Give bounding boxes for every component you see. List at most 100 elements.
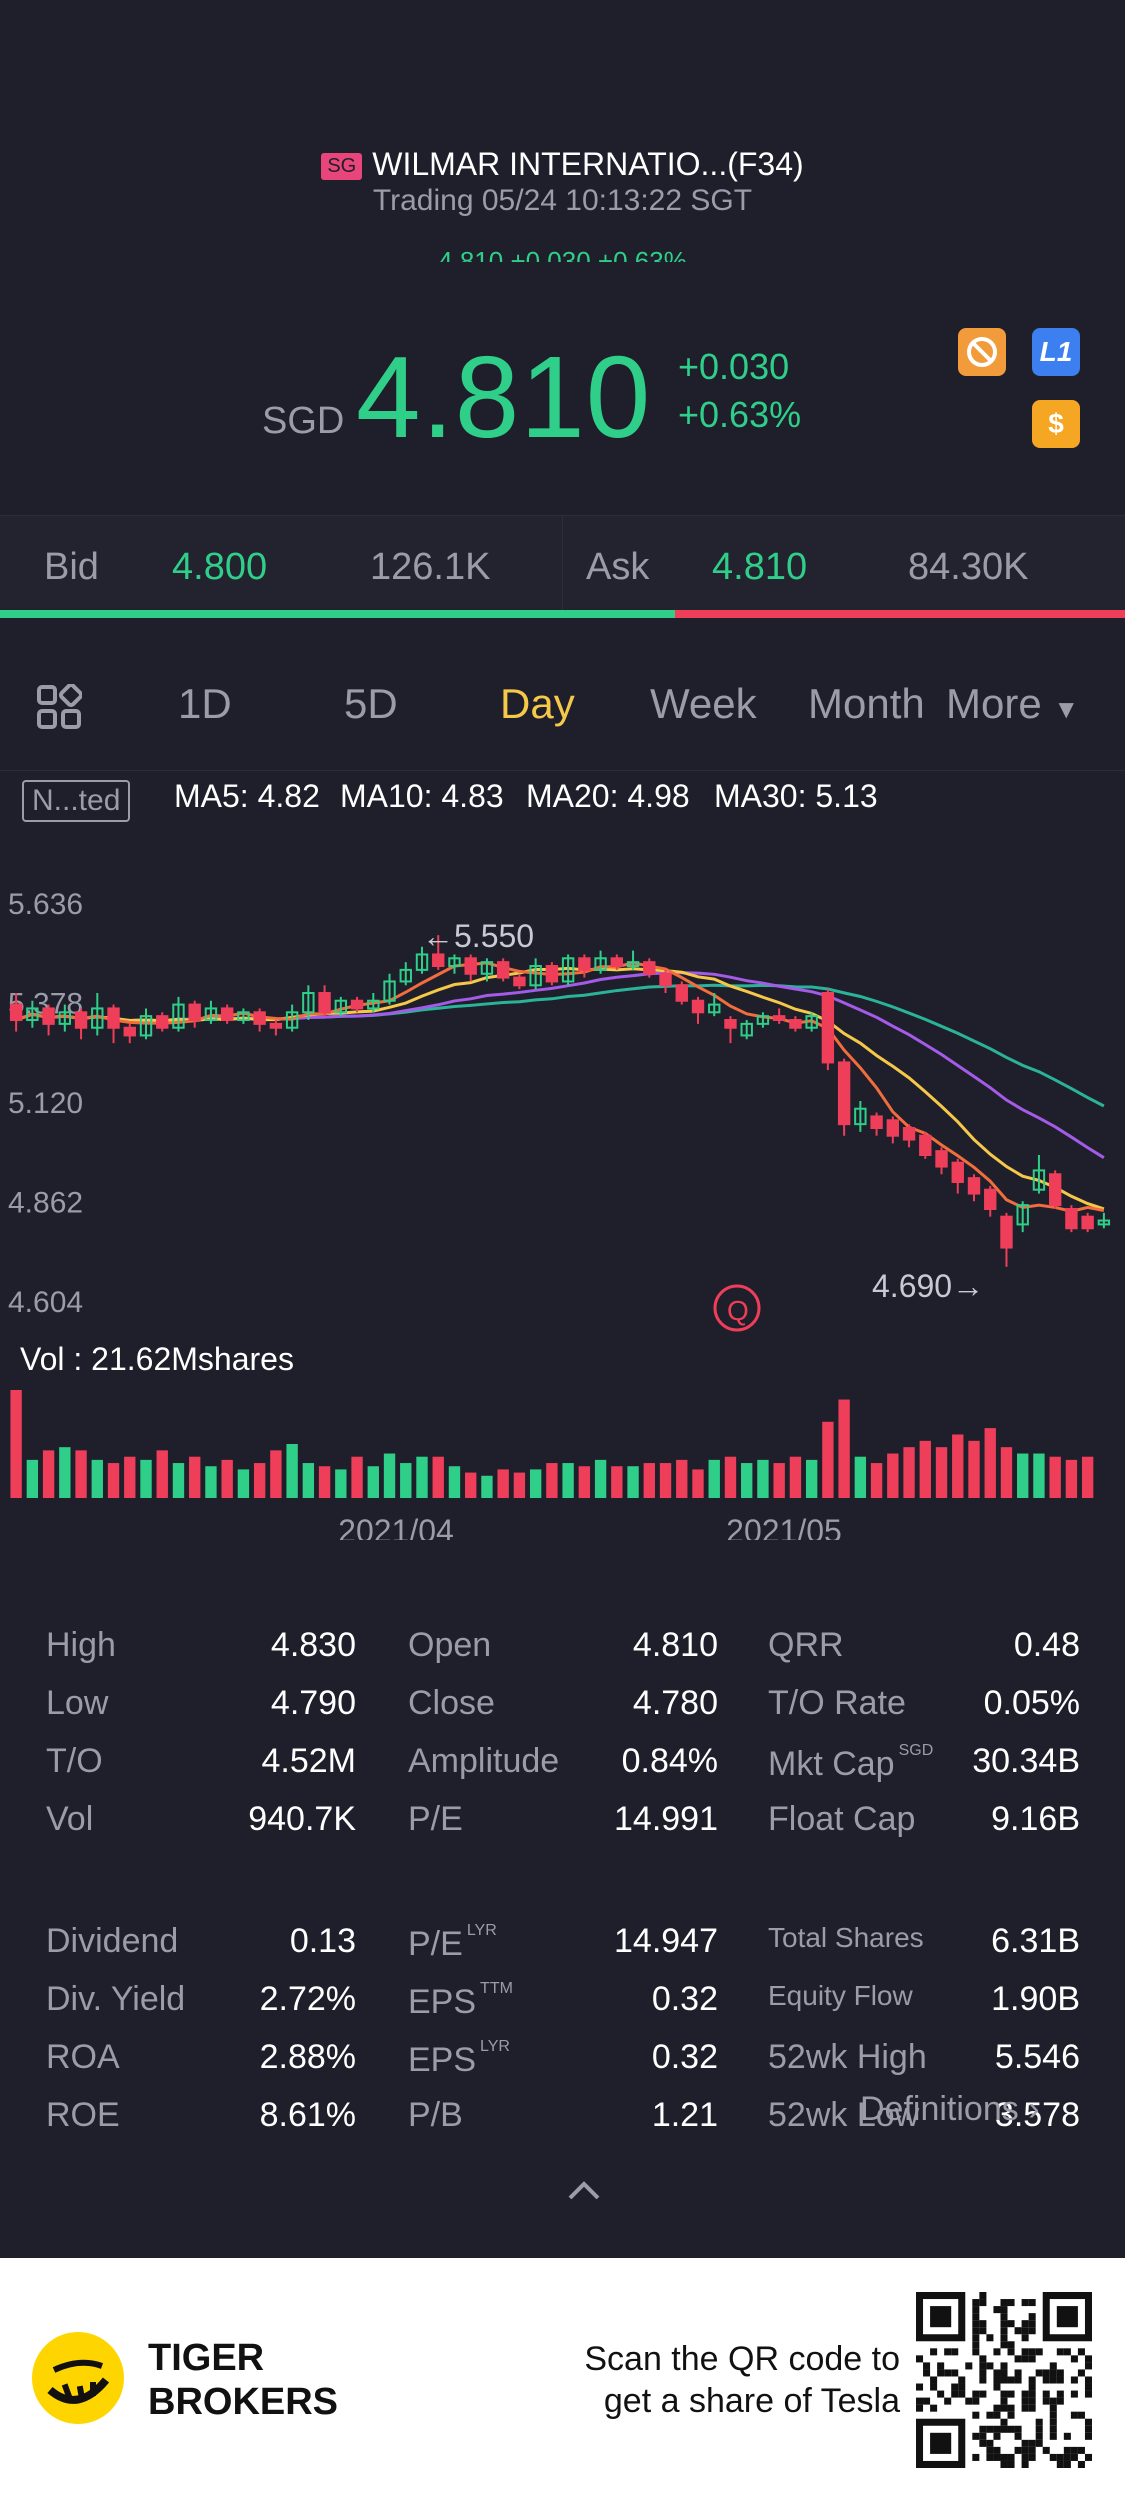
qr-module — [944, 2369, 952, 2377]
qr-module — [1000, 2334, 1008, 2342]
qr-module — [1063, 2453, 1071, 2461]
qr-module — [1014, 2369, 1022, 2377]
price-chart[interactable]: 5.6365.3785.1204.8624.604←5.5504.690→QVo… — [0, 860, 1125, 1540]
candle-body — [74, 1011, 88, 1029]
qr-module — [979, 2320, 987, 2328]
qr-module — [1028, 2313, 1036, 2321]
volume-bar — [481, 1475, 493, 1498]
stat-value: 940.7K — [248, 1800, 356, 1838]
brand-line2: BROKERS — [148, 2381, 339, 2423]
qr-module — [1021, 2460, 1029, 2468]
qr-module — [1021, 2439, 1029, 2447]
candle-body — [107, 1007, 120, 1029]
qr-module — [979, 2432, 987, 2440]
qr-module — [1021, 2453, 1029, 2461]
qr-module — [930, 2404, 938, 2412]
qr-module — [1070, 2411, 1078, 2419]
tab-month[interactable]: Month — [808, 680, 925, 727]
volume-bar — [919, 1440, 931, 1498]
stat-label: 52wk Low — [768, 2096, 920, 2134]
qr-module — [958, 2390, 966, 2398]
tab-day[interactable]: Day — [500, 680, 575, 727]
candle-body — [984, 1188, 997, 1210]
last-price: 4.810 — [356, 332, 652, 462]
qr-module — [923, 2397, 931, 2405]
tab-week[interactable]: Week — [650, 680, 757, 727]
stat-label: EPS LYR — [408, 2038, 510, 2079]
ask-label: Ask — [586, 546, 650, 588]
qr-module — [1021, 2390, 1029, 2398]
bidask-divider — [562, 516, 563, 616]
qr-module — [1000, 2362, 1008, 2370]
qr-module — [1021, 2355, 1029, 2363]
qr-module — [1028, 2376, 1036, 2384]
qr-module — [951, 2369, 959, 2377]
volume-bar — [270, 1450, 282, 1498]
volume-bar — [286, 1444, 298, 1498]
ma30-label: MA30: 5.13 — [714, 778, 878, 814]
candle-body — [594, 957, 607, 971]
indicator-tag[interactable]: N...ted — [22, 780, 131, 822]
tab-5d[interactable]: 5D — [344, 680, 398, 727]
layout-grid-icon[interactable] — [36, 682, 84, 740]
volume-bar — [627, 1466, 639, 1498]
qr-module — [986, 2362, 994, 2370]
candle-body — [935, 1150, 948, 1168]
qr-module — [1035, 2425, 1043, 2433]
qr-module — [1000, 2306, 1008, 2314]
collapse-chevron-up-icon[interactable] — [566, 2178, 602, 2207]
cta-line2: get a share of Tesla — [603, 2382, 900, 2420]
qr-module — [1084, 2362, 1092, 2370]
candle-body — [188, 1003, 201, 1022]
qr-module — [1000, 2313, 1008, 2321]
volume-bar — [107, 1463, 120, 1498]
level1-icon[interactable]: L1 — [1032, 328, 1080, 376]
candle-body — [708, 1003, 721, 1014]
candle-body — [967, 1177, 981, 1195]
candle-body — [9, 1003, 23, 1022]
qr-code[interactable] — [916, 2292, 1092, 2468]
qr-module — [1000, 2460, 1008, 2468]
candle-body — [204, 1007, 218, 1022]
qr-module — [1000, 2404, 1008, 2412]
stat-label: 52wk High — [768, 2038, 927, 2076]
qr-module — [1000, 2418, 1008, 2426]
qr-module — [1063, 2446, 1071, 2454]
qr-module — [1028, 2348, 1036, 2356]
candle-body — [156, 1015, 169, 1029]
stat-value: 5.546 — [994, 2038, 1080, 2076]
stat-label: P/E — [408, 1800, 463, 1838]
no-short-icon[interactable] — [958, 328, 1006, 376]
stat-value: 0.13 — [289, 1922, 356, 1960]
qr-module — [986, 2334, 994, 2342]
qr-module — [1070, 2390, 1078, 2398]
qr-module — [972, 2334, 980, 2342]
stat-label: Close — [408, 1684, 495, 1722]
candle-body — [610, 957, 624, 968]
dollar-icon[interactable]: $ — [1032, 400, 1080, 448]
qr-module — [1000, 2376, 1008, 2384]
qr-module — [979, 2292, 987, 2300]
candle-body — [756, 1015, 770, 1025]
stock-title[interactable]: SG WILMAR INTERNATIO...(F34) — [0, 146, 1125, 183]
definitions-link[interactable]: Definitions › — [860, 2090, 1040, 2129]
stat-label: ROA — [46, 2038, 120, 2076]
volume-bar — [42, 1450, 55, 1498]
qr-module — [965, 2362, 973, 2370]
qr-module — [1042, 2390, 1050, 2398]
tab-1d[interactable]: 1D — [178, 680, 232, 727]
low-marker: 4.690→ — [872, 1268, 984, 1304]
stat-value: 2.88% — [259, 2038, 356, 2076]
qr-module — [993, 2348, 1001, 2356]
qr-module — [1056, 2453, 1064, 2461]
ma20-label: MA20: 4.98 — [526, 778, 690, 814]
tab-more[interactable]: More ▼ — [946, 680, 1079, 728]
cta-line1: Scan the QR code to — [584, 2340, 900, 2378]
volume-bar — [952, 1434, 964, 1498]
stat-label: Vol — [46, 1800, 94, 1838]
price-change-pct: +0.63% — [678, 394, 802, 435]
qr-module — [1000, 2369, 1008, 2377]
qr-module — [951, 2383, 959, 2391]
candle-body — [626, 961, 640, 968]
candle-body — [367, 999, 380, 1010]
